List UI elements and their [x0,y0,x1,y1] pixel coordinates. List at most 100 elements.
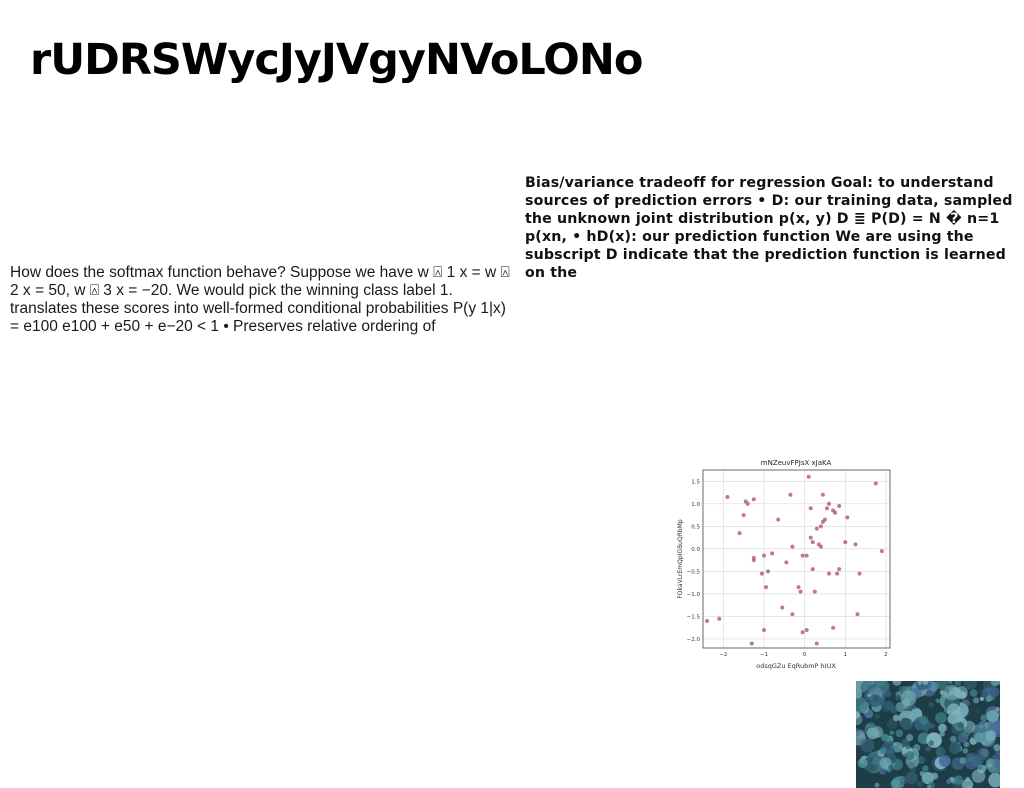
tree-crown [938,755,951,767]
scatter-point [808,506,813,511]
x-tick-label: 0 [803,652,807,658]
tree-crown [907,762,915,770]
tree-crown [927,781,935,788]
tree-crown [917,681,922,685]
scatter-point [780,605,785,610]
tree-crown [977,764,983,770]
tree-crown [979,696,984,701]
tree-crown [860,681,876,695]
scatter-point [818,524,823,529]
tree-crown [890,779,900,788]
tree-crown [905,751,915,760]
tree-crown [991,719,1000,735]
tree-crown [900,690,917,707]
chart-ticks: −2 −1 0 1 2 −2.0 −1.5 −1.0 −0.5 0.0 0.5 1.0 1.5 [687,479,888,658]
scatter-point [810,567,815,572]
scatter-point [759,571,764,576]
y-tick-label: −1.0 [687,592,701,598]
tree-crown [953,761,961,768]
tree-crown [887,718,898,730]
chart-title: mNZeuvFPJsX xJaKA [761,459,832,467]
scatter-point [751,497,756,502]
tree-crown [976,723,985,732]
tree-crown [921,771,934,785]
scatter-point [843,540,848,545]
bias-variance-text-block: Bias/variance tradeoff for regression Go… [525,175,1013,281]
scatter-point [806,474,811,479]
tree-crown [988,773,1000,788]
y-tick-label: −0.5 [687,569,701,575]
tree-crown [935,698,941,704]
scatter-point [790,544,795,549]
tree-crown [874,713,880,719]
tree-crown [888,764,894,770]
tree-crown [866,727,879,740]
tree-crown [890,706,898,714]
scatter-point [761,627,766,632]
scatter-point [855,612,860,617]
tree-crown [866,723,871,728]
scatter-point [804,553,809,558]
tree-crown [919,771,925,777]
tree-crown [925,745,932,752]
x-tick-label: 1 [844,652,848,658]
scatter-point [812,589,817,594]
scatter-point [784,560,789,565]
chart-x-axis-label: odsqGZu EqRubmP hIUX [756,662,836,670]
scatter-point [879,549,884,554]
tree-crown [965,776,971,782]
tree-crown [928,740,935,746]
tree-crown [939,689,945,695]
tree-crown [892,714,900,722]
scatter-point [822,517,827,522]
tree-crown [856,728,861,737]
tree-crown [906,734,914,742]
tree-crown [938,723,947,733]
tree-crown [888,747,896,754]
scatter-point [745,501,750,506]
tree-crown [971,769,986,783]
slide-title: rUDRSWycJyJVgyNVoLONo [30,35,643,85]
tree-crown [857,758,868,769]
scatter-point [761,553,766,558]
tree-crown [900,717,911,729]
scatter-point [776,517,781,522]
tree-crown [884,690,892,698]
tree-crown [986,710,999,723]
scatter-point [737,531,742,536]
scatter-point [827,571,832,576]
tree-crown [895,701,906,713]
tree-crown [873,695,879,702]
tree-crown [889,730,895,736]
tree-crown [990,753,1000,769]
tree-crown [953,775,964,785]
tree-crown [995,707,1000,712]
scatter-point [835,571,840,576]
tree-crown [879,746,887,754]
scatter-point [741,513,746,518]
tree-crown [905,771,918,784]
y-tick-label: −1.5 [687,614,701,620]
tree-crown [968,757,973,762]
tree-crown [922,765,929,772]
scatter-point [749,641,754,646]
tree-crown [947,713,958,725]
tree-crown [990,681,1000,687]
scatter-point [764,585,769,590]
tree-crown [961,778,974,788]
scatter-point [808,535,813,540]
tree-crown [935,712,947,724]
tree-crown [880,733,889,742]
scatter-point [796,585,801,590]
tree-crown [946,703,961,717]
scatter-point [831,625,836,630]
tree-crown [940,748,946,755]
tree-crown [928,702,934,708]
y-tick-label: 0.0 [691,547,700,553]
tree-crown [973,697,980,704]
tree-crown [963,681,977,690]
scatter-point [705,618,710,623]
tree-crown [931,772,939,780]
scatter-point [725,495,730,500]
scatter-point [833,510,838,515]
